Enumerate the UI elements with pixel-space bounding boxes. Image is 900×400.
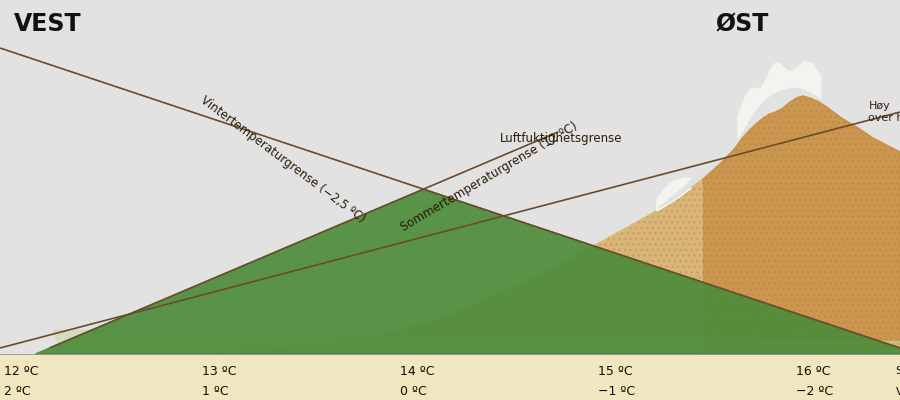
Text: −2 ºC: −2 ºC: [796, 385, 833, 398]
Polygon shape: [53, 330, 900, 354]
Text: Sommertemp.: Sommertemp.: [896, 366, 900, 376]
Text: 15 ºC: 15 ºC: [598, 365, 633, 378]
Text: 1 ºC: 1 ºC: [202, 385, 230, 398]
Text: 0 ºC: 0 ºC: [400, 385, 428, 398]
Text: Luftfuktighetsgrense: Luftfuktighetsgrense: [500, 132, 622, 145]
Text: −1 ºC: −1 ºC: [598, 385, 635, 398]
Polygon shape: [198, 180, 702, 354]
Text: Vintertemp. °: Vintertemp. °: [896, 387, 900, 397]
Polygon shape: [198, 96, 900, 354]
Text: ØST: ØST: [716, 12, 769, 36]
Text: VEST: VEST: [14, 12, 81, 36]
Polygon shape: [35, 189, 900, 354]
Polygon shape: [198, 96, 900, 354]
Text: Sommertemperaturgrense (12 ºC): Sommertemperaturgrense (12 ºC): [399, 120, 580, 234]
Polygon shape: [738, 61, 821, 138]
Text: Høy
over h: Høy over h: [868, 101, 900, 123]
Text: 13 ºC: 13 ºC: [202, 365, 237, 378]
Text: 14 ºC: 14 ºC: [400, 365, 435, 378]
Text: Vintertemperaturgrense (−2,5 ºC): Vintertemperaturgrense (−2,5 ºC): [198, 94, 368, 226]
Polygon shape: [657, 178, 691, 211]
Text: 2 ºC: 2 ºC: [4, 385, 32, 398]
Polygon shape: [0, 354, 900, 400]
Text: 12 ºC: 12 ºC: [4, 365, 39, 378]
Text: 16 ºC: 16 ºC: [796, 365, 831, 378]
